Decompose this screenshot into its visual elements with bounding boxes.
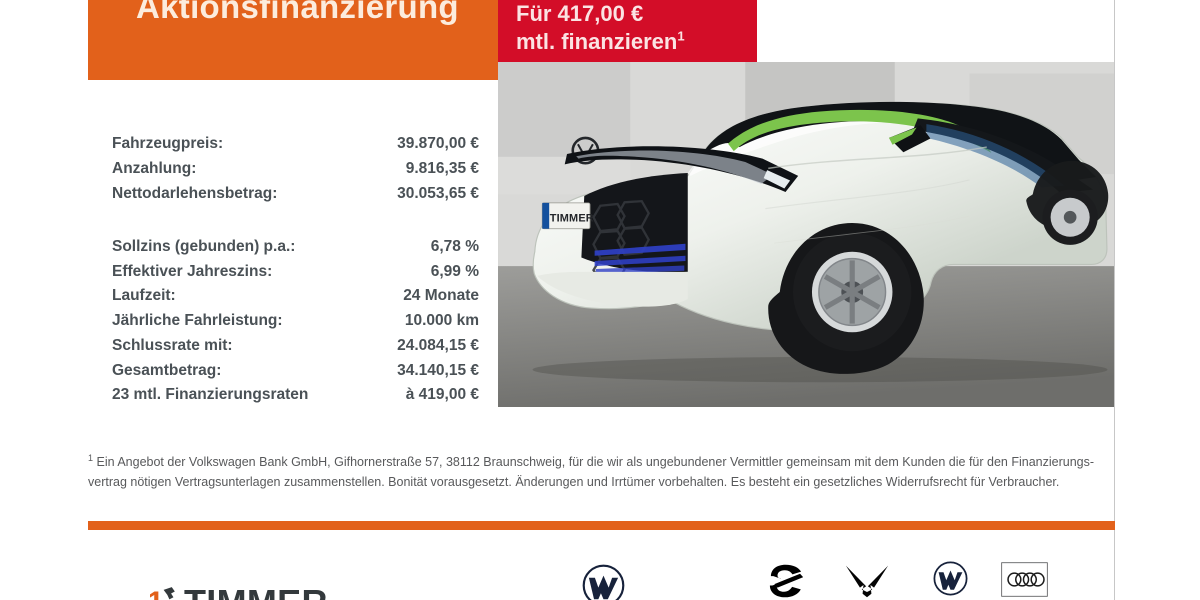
svg-text:1: 1 <box>150 586 164 600</box>
svg-text:TIMMER: TIMMER <box>550 212 594 224</box>
